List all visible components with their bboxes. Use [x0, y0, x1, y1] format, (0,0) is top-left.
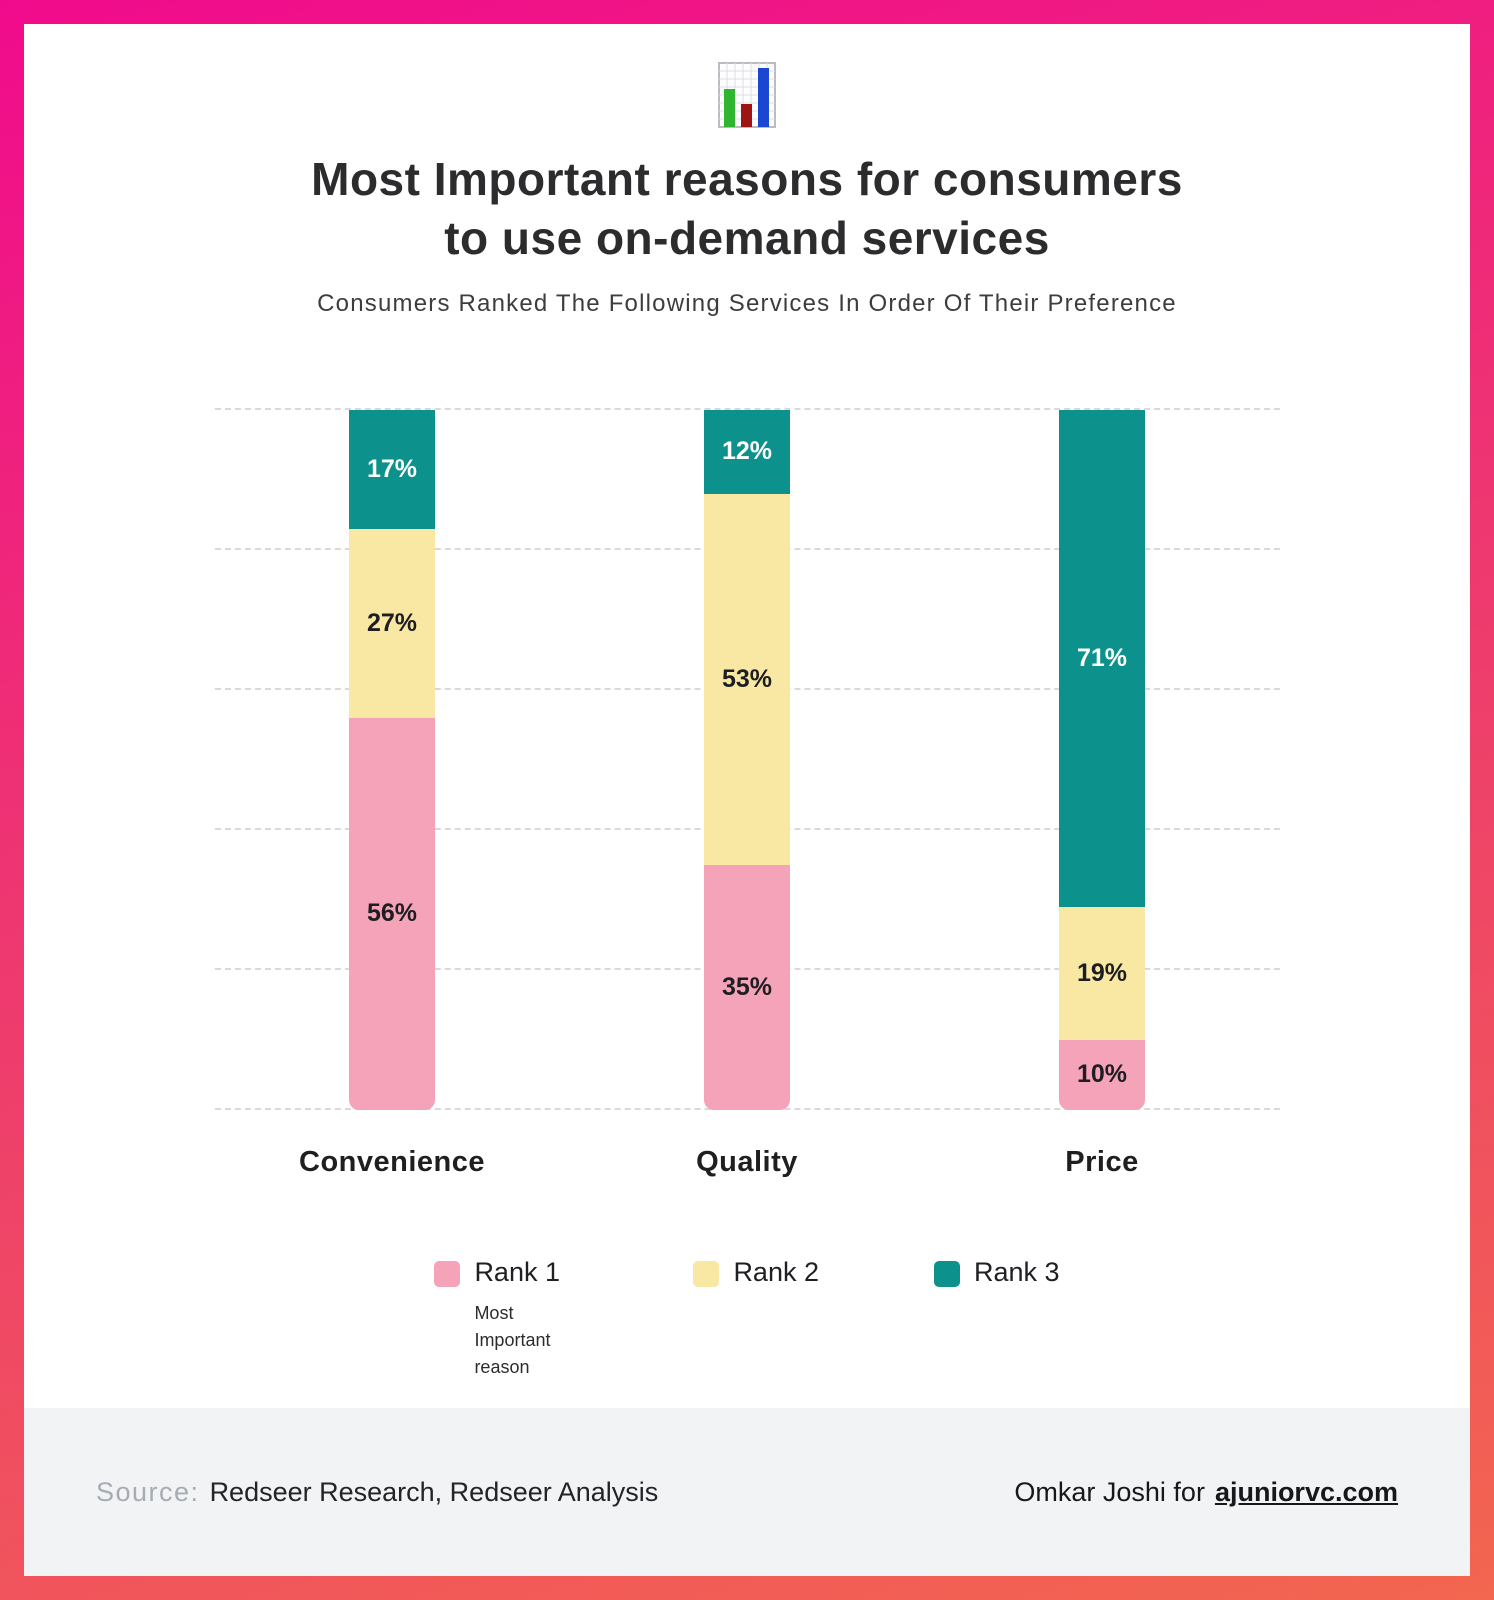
title-line-2: to use on-demand services	[444, 211, 1050, 264]
legend-swatch-rank-2	[693, 1260, 720, 1287]
segment-value-label: 19%	[1076, 958, 1128, 987]
bar-columns: 17% 27% 56% 12% 53% 35% 71% 19% 10%	[215, 409, 1280, 1110]
legend-swatch-rank-3	[934, 1260, 960, 1287]
page-title: Most Important reasons for consumers to …	[24, 150, 1470, 268]
segment-rank-1-quality: 35%	[704, 864, 790, 1110]
stacked-bar-price: 71% 19% 10%	[1059, 409, 1145, 1110]
infographic: Most Important reasons for consumers to …	[24, 24, 1470, 1576]
legend-label: Rank 3	[974, 1256, 1060, 1287]
legend-item-rank-2: Rank 2	[693, 1257, 819, 1288]
segment-rank-3-convenience: 17%	[349, 409, 435, 529]
bar-chart-icon	[714, 62, 780, 134]
segment-rank-3-quality: 12%	[704, 409, 790, 494]
credit-text: Omkar Joshi for	[1014, 1476, 1205, 1507]
segment-value-label: 17%	[366, 454, 418, 483]
chart: 17% 27% 56% 12% 53% 35% 71% 19% 10% Convenience Q…	[214, 407, 1280, 1381]
legend-text: Rank 2	[733, 1257, 819, 1288]
legend-note: Most Important reason	[474, 1302, 551, 1377]
segment-value-label: 53%	[721, 664, 773, 693]
legend-item-rank-1: Rank 1 Most Important reason	[434, 1257, 578, 1381]
source: Source: Redseer Research, Redseer Analysi…	[96, 1477, 658, 1508]
legend-label: Rank 1	[474, 1256, 560, 1287]
segment-value-label: 27%	[366, 608, 418, 637]
segment-value-label: 35%	[721, 972, 773, 1001]
segment-value-label: 12%	[721, 437, 773, 466]
category-label-quality: Quality	[696, 1145, 798, 1178]
gridline	[214, 407, 1280, 410]
legend-label: Rank 2	[733, 1256, 819, 1287]
legend-swatch-rank-1	[434, 1260, 461, 1287]
segment-rank-3-price: 71%	[1059, 409, 1145, 907]
legend-text: Rank 3	[974, 1257, 1060, 1288]
segment-value-label: 71%	[1076, 643, 1128, 672]
credit: Omkar Joshi for ajuniorvc.com	[1014, 1477, 1398, 1508]
legend: Rank 1 Most Important reason Rank 2 Rank 3	[215, 1257, 1280, 1381]
bar-column-price: 71% 19% 10%	[925, 409, 1280, 1110]
category-label-price: Price	[1065, 1145, 1139, 1178]
stacked-bar-quality: 12% 53% 35%	[704, 409, 790, 1110]
credit-link[interactable]: ajuniorvc.com	[1214, 1476, 1398, 1507]
source-text: Redseer Research, Redseer Analysis	[209, 1476, 659, 1507]
title-line-1: Most Important reasons for consumers	[311, 153, 1183, 205]
bar-column-quality: 12% 53% 35%	[570, 409, 925, 1110]
segment-rank-2-price: 19%	[1059, 906, 1145, 1040]
legend-item-rank-3: Rank 3	[934, 1257, 1060, 1288]
category-labels: Convenience Quality Price	[215, 1146, 1280, 1179]
segment-value-label: 10%	[1076, 1060, 1128, 1089]
header: Most Important reasons for consumers to …	[24, 24, 1470, 318]
subtitle: Consumers Ranked The Following Services …	[317, 289, 1177, 317]
footer: Source: Redseer Research, Redseer Analysi…	[24, 1408, 1470, 1576]
segment-rank-1-convenience: 56%	[349, 717, 435, 1110]
segment-rank-2-convenience: 27%	[349, 528, 435, 718]
bar-column-convenience: 17% 27% 56%	[215, 409, 570, 1110]
source-label: Source:	[96, 1476, 200, 1507]
segment-rank-2-quality: 53%	[704, 493, 790, 865]
stacked-bar-convenience: 17% 27% 56%	[349, 409, 435, 1110]
segment-value-label: 56%	[366, 899, 418, 928]
category-label-convenience: Convenience	[299, 1145, 485, 1178]
chart-plot: 17% 27% 56% 12% 53% 35% 71% 19% 10%	[214, 407, 1280, 1110]
segment-rank-1-price: 10%	[1059, 1039, 1145, 1110]
legend-text: Rank 1 Most Important reason	[474, 1257, 578, 1381]
